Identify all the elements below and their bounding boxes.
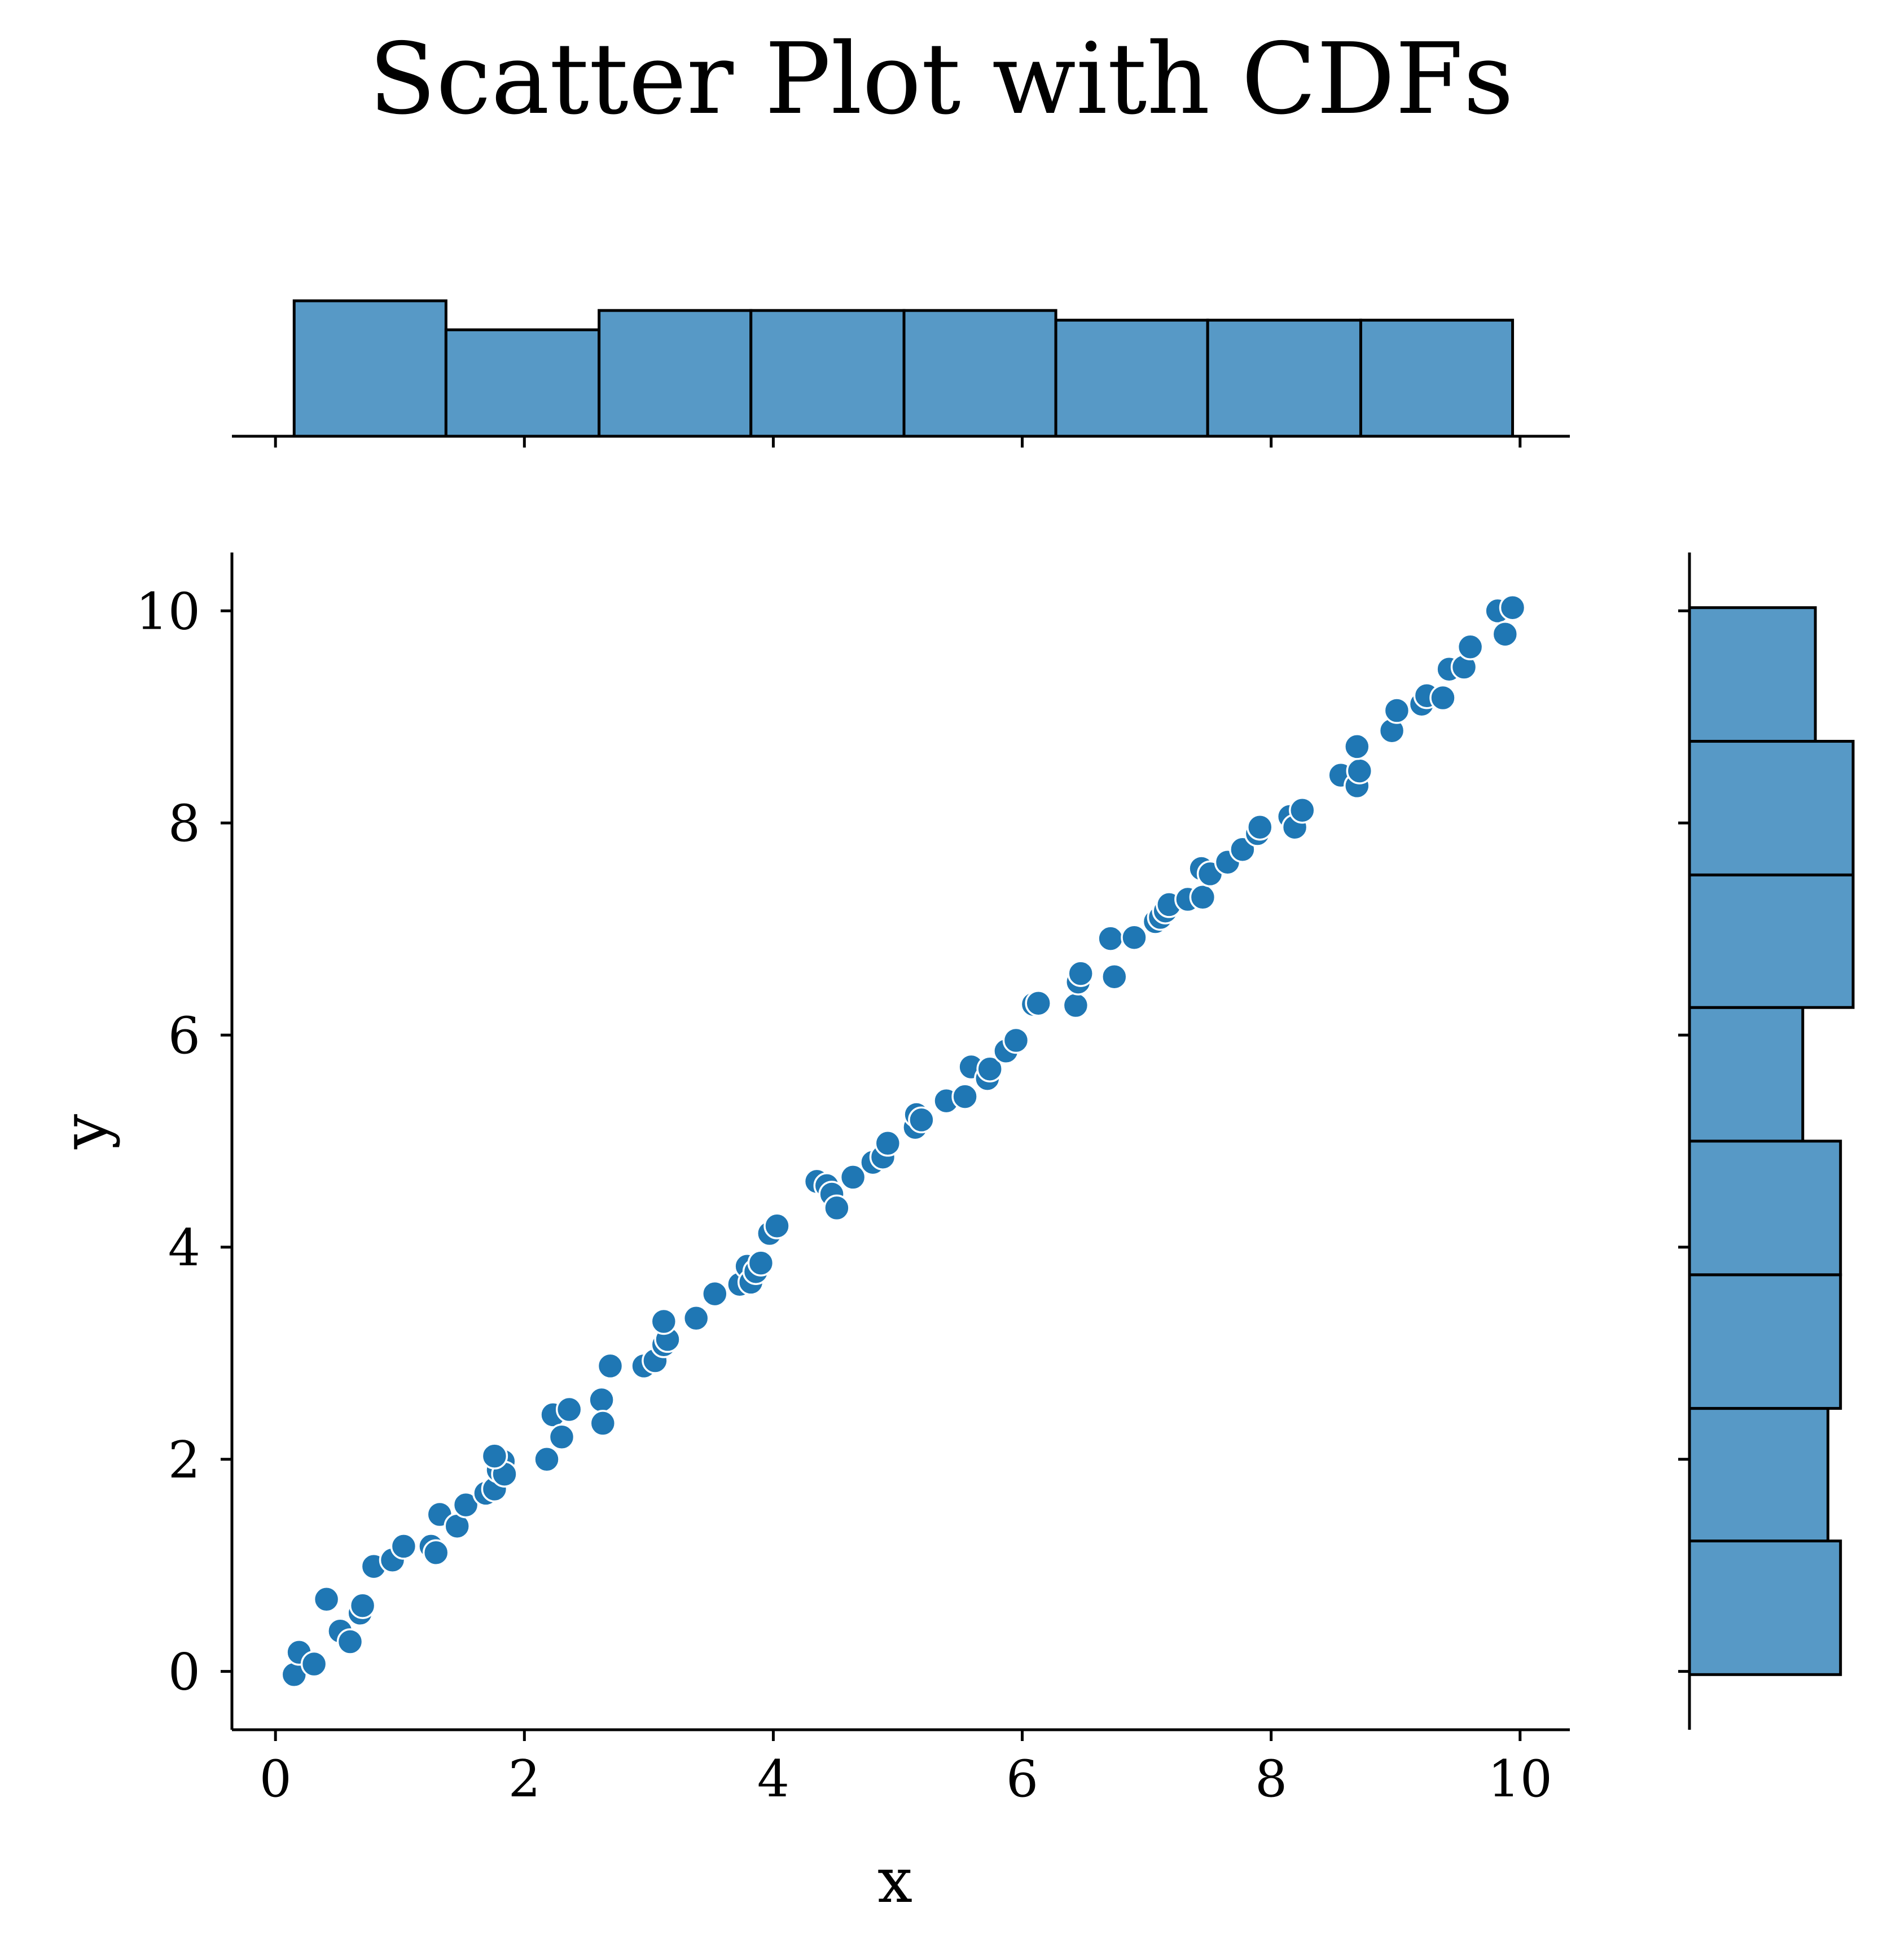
scatter-point <box>313 1586 340 1613</box>
scatter-point <box>589 1410 617 1437</box>
scatter-point <box>823 1194 850 1222</box>
x-histogram-bar <box>598 309 753 438</box>
y-tick-label: 6 <box>168 1006 200 1065</box>
scatter-point <box>682 1305 710 1332</box>
scatter-point <box>588 1386 615 1414</box>
y-tick-label: 0 <box>168 1643 200 1702</box>
scatter-point <box>481 1442 508 1470</box>
scatter-point <box>422 1539 450 1566</box>
x-histogram-bar <box>1054 318 1209 438</box>
scatter-point <box>650 1308 678 1335</box>
scatter-point <box>300 1650 328 1678</box>
scatter-point <box>349 1592 376 1619</box>
scatter-point <box>1025 989 1052 1017</box>
scatter-point <box>1101 963 1128 990</box>
y-tick-label: 8 <box>168 794 200 853</box>
x-axis-label: x <box>877 1844 912 1917</box>
scatter-point <box>390 1533 418 1560</box>
scatter-point <box>839 1164 867 1191</box>
x-histogram-bar <box>1359 318 1515 438</box>
scatter-point <box>1429 684 1456 712</box>
x-tick-label: 6 <box>1006 1749 1038 1809</box>
y-histogram-bar <box>1688 873 1855 1009</box>
x-tick-label: 0 <box>260 1749 292 1809</box>
x-histogram-bar <box>902 309 1057 438</box>
scatter-axes: 0 2 4 6 8 10 0 2 4 6 8 10 <box>135 553 1570 1809</box>
scatter-point <box>1247 813 1274 841</box>
scatter-point <box>701 1280 728 1308</box>
y-marginal-histogram <box>1678 553 1855 1730</box>
y-histogram-bar <box>1688 606 1817 743</box>
x-tick-label: 10 <box>1488 1749 1553 1809</box>
x-histogram-bar <box>1206 318 1362 438</box>
scatter-point <box>452 1491 480 1519</box>
scatter-point <box>1062 992 1090 1019</box>
x-histogram-bar <box>749 309 906 438</box>
scatter-point <box>1456 633 1484 661</box>
scatter-point <box>908 1106 935 1134</box>
y-tick-label: 4 <box>168 1218 200 1278</box>
scatter-point <box>1189 884 1217 911</box>
chart-title: Scatter Plot with CDFs <box>369 22 1514 137</box>
scatter-point <box>1383 697 1411 724</box>
y-tick-label: 2 <box>168 1431 200 1490</box>
y-axis-label: y <box>49 1114 121 1150</box>
scatter-point <box>747 1249 775 1277</box>
y-histogram-bar <box>1688 1539 1842 1676</box>
scatter-point <box>596 1352 624 1380</box>
scatter-point <box>763 1212 791 1240</box>
x-tick-label: 8 <box>1255 1749 1287 1809</box>
scatter-point <box>1289 796 1316 824</box>
scatter-point <box>336 1628 364 1655</box>
scatter-point <box>874 1130 902 1157</box>
x-histogram-bar <box>292 299 447 438</box>
scatter-point <box>1346 757 1373 784</box>
scatter-point <box>976 1055 1003 1082</box>
y-histogram-bar <box>1688 1273 1842 1410</box>
y-tick-label: 10 <box>135 582 200 641</box>
scatter-point <box>1097 925 1124 952</box>
scatter-point <box>1121 924 1148 951</box>
scatter-point <box>1002 1027 1030 1054</box>
scatter-point <box>1344 733 1371 760</box>
x-marginal-histogram <box>232 299 1570 448</box>
scatter-point <box>548 1423 576 1451</box>
scatter-point <box>951 1083 978 1110</box>
y-histogram-bar <box>1688 740 1855 876</box>
scatter-point <box>1067 960 1094 987</box>
scatter-point <box>1491 620 1519 648</box>
scatter-point <box>1499 594 1526 621</box>
scatter-point <box>555 1396 583 1423</box>
x-tick-label: 2 <box>508 1749 541 1809</box>
scatter-points <box>280 594 1526 1689</box>
y-histogram-bar <box>1688 1006 1805 1143</box>
y-histogram-bar <box>1688 1407 1829 1542</box>
x-histogram-bar <box>444 328 601 438</box>
y-histogram-bar <box>1688 1139 1842 1277</box>
x-tick-label: 4 <box>757 1749 789 1809</box>
scatter-point <box>533 1446 560 1473</box>
